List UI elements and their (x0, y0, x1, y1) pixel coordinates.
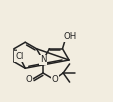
Text: O: O (25, 75, 32, 84)
Text: N: N (39, 55, 46, 64)
Text: OH: OH (63, 32, 76, 41)
Text: O: O (51, 75, 58, 84)
Text: Cl: Cl (15, 52, 23, 61)
